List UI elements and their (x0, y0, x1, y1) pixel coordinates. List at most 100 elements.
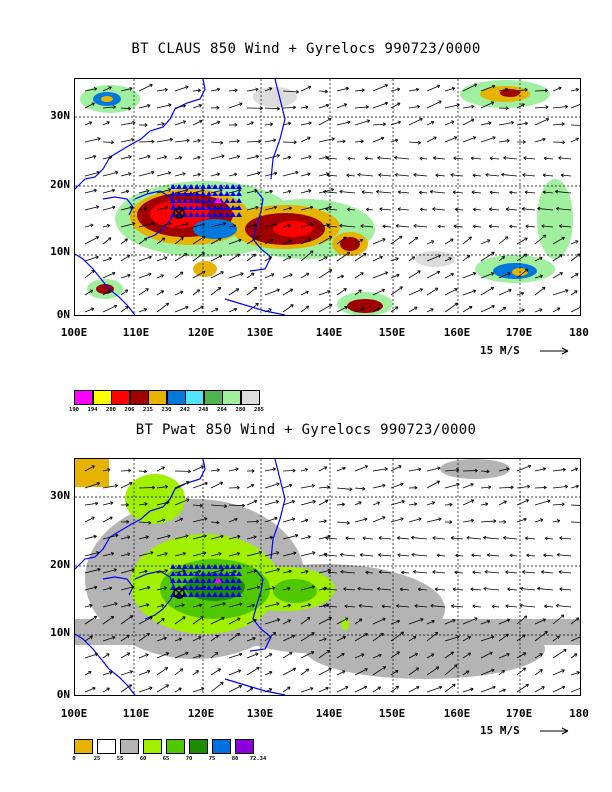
wind-vector (462, 83, 478, 92)
gyre-triangle-marker (194, 205, 200, 210)
wind-vector (390, 102, 401, 109)
wind-vector (156, 205, 169, 211)
wind-vector (102, 140, 114, 145)
wind-vector (522, 173, 536, 177)
colorbar-swatch (166, 390, 186, 405)
wind-vector (498, 236, 509, 245)
wind-vector (488, 224, 500, 229)
wind-vector (480, 101, 495, 109)
wind-vector (156, 534, 171, 540)
wind-vector (192, 616, 204, 625)
wind-vector (444, 683, 456, 693)
wind-vector (174, 237, 184, 245)
wind-vector (498, 138, 510, 143)
wind-vector (156, 552, 168, 557)
wind-vector (462, 499, 475, 506)
gyre-triangle-marker (176, 184, 182, 189)
wind-vector (102, 304, 118, 313)
wind-vector (246, 535, 257, 540)
gyre-triangle-marker (188, 212, 194, 217)
gyre-triangle-marker (200, 205, 206, 210)
wind-vector (192, 534, 207, 540)
gyre-triangle-marker (176, 571, 182, 576)
wind-vector (552, 484, 569, 489)
wind-vector (192, 551, 207, 557)
wind-vector (396, 604, 410, 608)
wind-vector (390, 619, 400, 625)
wind-vector (570, 305, 580, 313)
wind-vector (472, 570, 482, 575)
panel1-title: BT CLAUS 850 Wind + Gyrelocs 990723/0000 (131, 41, 481, 57)
wind-vector (560, 173, 572, 178)
wind-vector (394, 172, 410, 177)
wind-vector (520, 586, 536, 591)
wind-vector (534, 485, 547, 490)
wind-vector (372, 516, 386, 523)
wind-vector (454, 207, 464, 212)
wind-vector (462, 652, 472, 659)
wind-vector (84, 686, 96, 693)
wind-vector (282, 155, 291, 160)
gyre-triangle-marker (212, 585, 218, 590)
wind-vector (556, 552, 572, 557)
wind-vector (372, 271, 389, 279)
panel2-title: BT Pwat 850 Wind + Gyrelocs 990723/0000 (135, 422, 477, 438)
wind-vector (552, 289, 569, 296)
wind-vector (138, 272, 152, 279)
wind-vector (382, 224, 392, 229)
wind-vector (480, 286, 495, 296)
panel2-lon-label: 170E (505, 707, 533, 720)
wind-vector (102, 671, 113, 676)
wind-vector (264, 256, 273, 262)
wind-vector (354, 685, 368, 693)
wind-vector (552, 635, 560, 642)
wind-vector (516, 683, 529, 693)
wind-vector (300, 569, 309, 574)
wind-vector (102, 224, 111, 228)
wind-vector (210, 307, 219, 313)
wind-vector (390, 120, 401, 126)
wind-vector (462, 636, 471, 642)
wind-vector (339, 189, 356, 194)
wind-vector (138, 551, 154, 557)
wind-vector (264, 189, 273, 194)
wind-vector (480, 239, 491, 245)
wind-vector (246, 687, 254, 693)
wind-vector (570, 137, 579, 143)
panel2-lon-label: 150E (378, 707, 406, 720)
wind-vector (84, 154, 97, 160)
wind-vector (498, 106, 509, 111)
wind-vector (462, 468, 478, 473)
wind-vector (300, 484, 315, 489)
wind-vector (480, 485, 492, 490)
gyre-location-markers (170, 184, 242, 217)
wind-vector (138, 288, 149, 296)
wind-vector (192, 235, 206, 245)
wind-vector (570, 617, 580, 625)
wind-vector (300, 250, 314, 262)
wind-vector (534, 669, 543, 676)
wind-vector (354, 289, 362, 296)
wind-vector (570, 240, 579, 245)
wind-vector (462, 518, 475, 523)
wind-vector (138, 686, 153, 693)
wind-vector (419, 190, 428, 195)
wind-vector (300, 136, 311, 143)
wind-vector (378, 570, 392, 574)
wind-vector (102, 568, 117, 574)
panel1-lat-label: 10N (50, 245, 70, 258)
wind-vector (354, 486, 366, 491)
wind-vector (156, 484, 169, 489)
wind-vector (390, 482, 404, 489)
wind-vector (354, 307, 365, 313)
wind-vector (509, 553, 518, 558)
wind-vector (555, 189, 572, 194)
wind-vector (498, 120, 515, 126)
wind-vector (102, 271, 116, 279)
wind-vector (426, 653, 435, 659)
wind-vector (264, 618, 281, 625)
wind-vector (156, 618, 165, 625)
panel1-lon-label: 140E (315, 326, 343, 339)
gyre-triangle-marker (218, 592, 224, 597)
wind-vector (156, 290, 165, 296)
